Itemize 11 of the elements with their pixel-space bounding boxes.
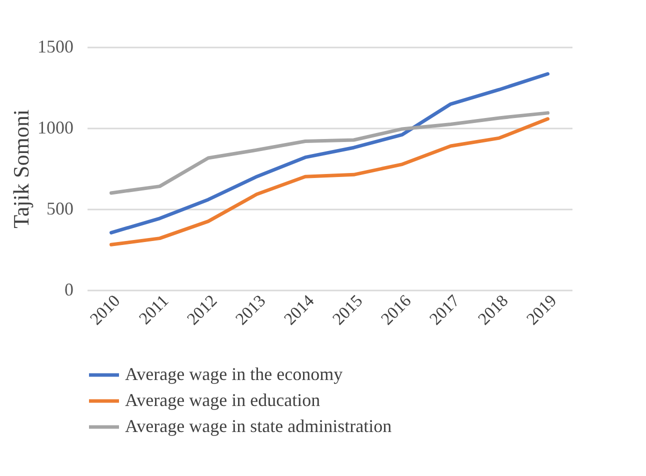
y-tick-label: 0 [64,280,74,300]
line-series [110,72,550,234]
legend-label: Average wage in state administration [125,416,392,436]
line-series [110,111,550,195]
y-tick-label: 500 [46,198,74,218]
line-series [110,117,550,246]
legend-label: Average wage in the economy [125,364,343,384]
y-tick-label: 1500 [38,36,74,56]
legend-label: Average wage in education [125,390,320,410]
y-tick-label: 1000 [38,118,74,138]
y-axis-title: Tajik Somoni [8,110,34,228]
